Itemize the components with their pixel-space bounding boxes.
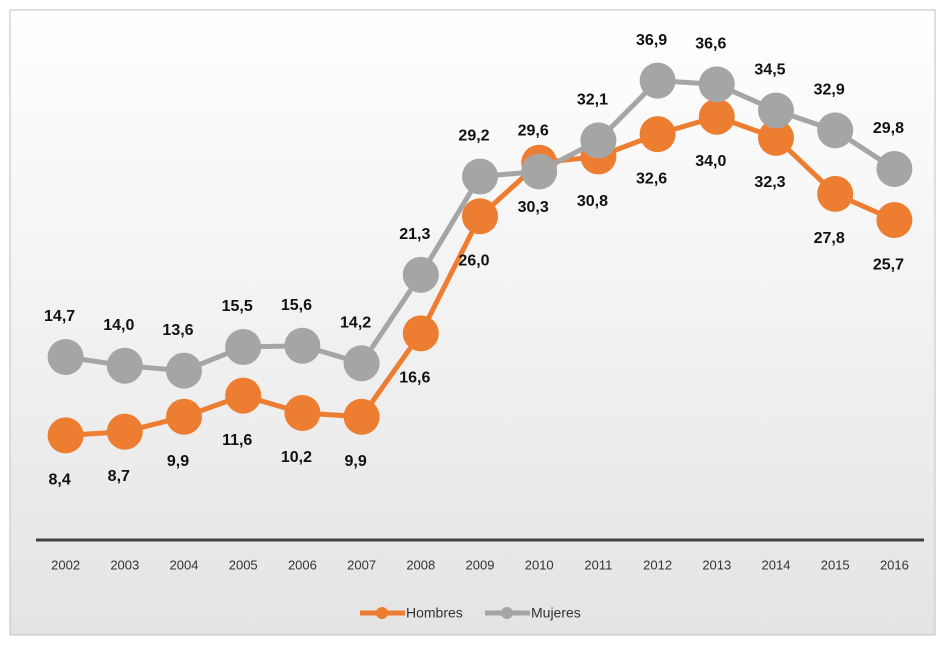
data-point bbox=[580, 122, 617, 159]
data-point bbox=[698, 98, 735, 135]
x-tick-label: 2010 bbox=[525, 557, 554, 572]
x-tick-label: 2006 bbox=[288, 557, 317, 572]
data-label: 11,6 bbox=[222, 432, 252, 449]
data-point bbox=[521, 153, 558, 190]
data-point bbox=[343, 398, 380, 435]
x-tick-label: 2004 bbox=[170, 557, 199, 572]
x-tick-label: 2013 bbox=[702, 557, 731, 572]
data-point bbox=[817, 112, 854, 149]
legend-marker bbox=[376, 607, 388, 619]
data-label: 15,6 bbox=[281, 297, 312, 314]
x-tick-label: 2014 bbox=[762, 557, 791, 572]
x-tick-label: 2012 bbox=[643, 557, 672, 572]
data-point bbox=[639, 116, 676, 153]
data-label: 14,2 bbox=[340, 314, 371, 331]
data-point bbox=[47, 338, 84, 375]
data-point bbox=[876, 150, 913, 187]
data-point bbox=[758, 119, 794, 156]
data-label: 15,5 bbox=[222, 298, 253, 315]
data-label: 32,9 bbox=[814, 82, 845, 99]
data-point bbox=[225, 329, 262, 366]
data-label: 36,9 bbox=[636, 32, 667, 49]
data-label: 29,2 bbox=[458, 128, 489, 145]
data-label: 34,0 bbox=[695, 153, 726, 170]
data-point bbox=[402, 315, 439, 352]
data-label: 16,6 bbox=[399, 370, 430, 387]
legend-label: Hombres bbox=[406, 605, 463, 621]
data-label: 8,4 bbox=[48, 472, 70, 489]
data-point bbox=[225, 377, 262, 414]
data-label: 30,3 bbox=[518, 199, 549, 216]
data-point bbox=[284, 395, 321, 432]
legend-marker bbox=[501, 607, 513, 619]
data-label: 10,2 bbox=[281, 449, 312, 466]
data-point bbox=[876, 202, 913, 239]
data-label: 8,7 bbox=[108, 468, 130, 485]
data-point bbox=[817, 175, 854, 212]
data-label: 21,3 bbox=[399, 226, 430, 243]
data-label: 9,9 bbox=[167, 453, 189, 470]
x-tick-label: 2003 bbox=[110, 557, 139, 572]
data-label: 25,7 bbox=[873, 256, 904, 273]
data-label: 29,8 bbox=[873, 120, 904, 137]
data-label: 27,8 bbox=[814, 230, 845, 247]
data-label: 34,5 bbox=[754, 62, 785, 79]
data-point bbox=[758, 92, 794, 129]
data-point bbox=[639, 62, 676, 99]
data-point bbox=[106, 413, 143, 450]
data-point bbox=[284, 327, 321, 364]
data-point bbox=[698, 66, 735, 103]
data-label: 32,1 bbox=[577, 92, 608, 109]
data-point bbox=[166, 398, 202, 435]
data-label: 14,7 bbox=[44, 308, 75, 325]
data-point bbox=[462, 198, 498, 235]
data-label: 13,6 bbox=[162, 322, 193, 339]
x-tick-label: 2016 bbox=[880, 557, 909, 572]
data-point bbox=[402, 256, 439, 293]
x-tick-label: 2009 bbox=[466, 557, 495, 572]
data-point bbox=[166, 352, 202, 389]
data-label: 32,3 bbox=[754, 174, 785, 191]
data-point bbox=[47, 417, 84, 454]
legend-label: Mujeres bbox=[531, 605, 581, 621]
data-point bbox=[106, 347, 143, 384]
x-tick-label: 2005 bbox=[229, 557, 258, 572]
data-label: 9,9 bbox=[344, 453, 366, 470]
data-point bbox=[343, 345, 380, 382]
x-tick-label: 2015 bbox=[821, 557, 850, 572]
x-tick-label: 2007 bbox=[347, 557, 376, 572]
data-label: 32,6 bbox=[636, 170, 667, 187]
data-label: 30,8 bbox=[577, 193, 608, 210]
x-tick-label: 2011 bbox=[584, 557, 612, 572]
data-label: 26,0 bbox=[458, 253, 489, 270]
data-point bbox=[462, 158, 498, 195]
x-tick-label: 2008 bbox=[406, 557, 435, 572]
x-tick-label: 2002 bbox=[51, 557, 80, 572]
data-label: 14,0 bbox=[103, 317, 134, 334]
data-label: 36,6 bbox=[695, 36, 726, 53]
data-label: 29,6 bbox=[518, 123, 549, 140]
